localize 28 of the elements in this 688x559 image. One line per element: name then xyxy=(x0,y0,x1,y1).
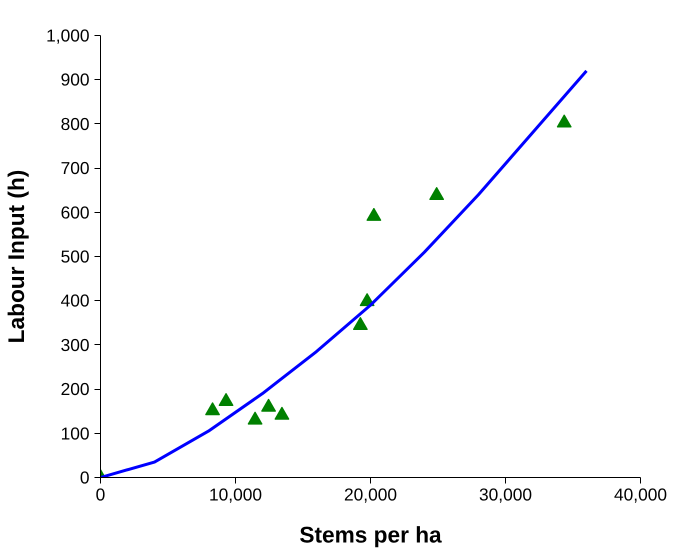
x-tick-label: 0 xyxy=(96,484,106,504)
x-axis-title: Stems per ha xyxy=(299,522,442,548)
y-tick-label: 800 xyxy=(60,114,90,134)
y-axis-title: Labour Input (h) xyxy=(3,170,30,344)
x-tick-label: 10,000 xyxy=(209,484,262,504)
x-tick-label: 20,000 xyxy=(344,484,397,504)
point xyxy=(352,316,368,330)
y-tick-label: 400 xyxy=(60,290,90,311)
y-tick-label: 700 xyxy=(60,158,90,178)
point xyxy=(248,411,263,425)
point xyxy=(274,406,290,420)
y-tick-label: 1,000 xyxy=(46,26,90,46)
y-tick-label: 600 xyxy=(60,202,90,222)
y-tick-label: 200 xyxy=(60,379,90,400)
point xyxy=(218,392,234,406)
point xyxy=(429,186,444,200)
point xyxy=(556,114,572,128)
line-series xyxy=(100,69,588,478)
y-tick-label: 0 xyxy=(80,468,90,488)
x-tick-label: 40,000 xyxy=(614,484,667,504)
point xyxy=(205,402,220,416)
point xyxy=(261,398,276,412)
y-tick-label: 100 xyxy=(60,423,90,444)
point xyxy=(366,208,382,221)
y-tick-label: 900 xyxy=(60,70,90,90)
y-tick-label: 300 xyxy=(60,334,90,355)
y-tick-label: 500 xyxy=(60,246,90,266)
x-tick-label: 30,000 xyxy=(479,484,532,504)
